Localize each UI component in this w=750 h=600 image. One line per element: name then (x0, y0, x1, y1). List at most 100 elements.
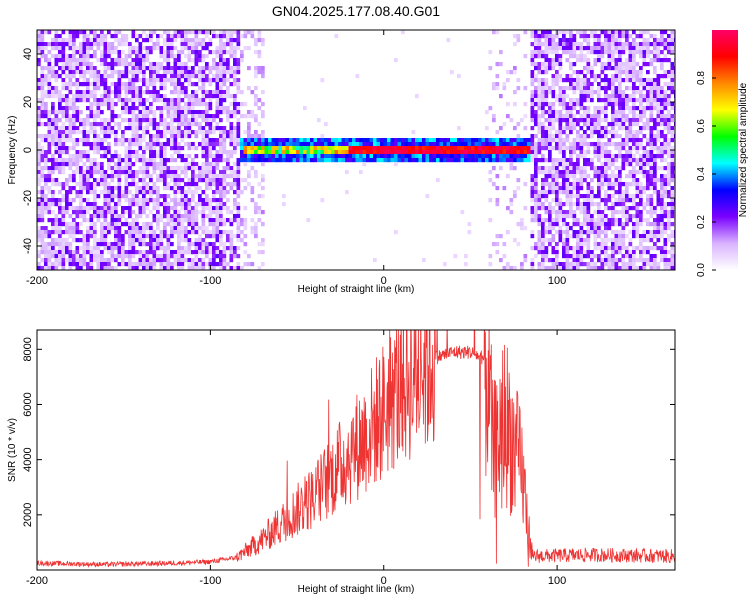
heatmap-cell (541, 146, 545, 151)
heatmap-cell (170, 146, 174, 151)
heatmap-cell (537, 202, 542, 207)
heatmap-cell (646, 122, 650, 127)
heatmap-cell (145, 122, 150, 127)
heatmap-cell (649, 90, 654, 95)
heatmap-cell (58, 34, 62, 39)
heatmap-cell (607, 162, 612, 167)
heatmap-cell (40, 106, 45, 111)
heatmap-cell (607, 198, 612, 203)
heatmap-cell (555, 42, 559, 47)
heatmap-cell (58, 198, 62, 203)
heatmap-cell (502, 122, 507, 127)
heatmap-cell (86, 138, 90, 143)
heatmap-cell (355, 142, 360, 147)
heatmap-cell (212, 262, 216, 267)
heatmap-cell (523, 150, 528, 155)
heatmap-cell (656, 38, 661, 43)
heatmap-cell (642, 202, 647, 207)
heatmap-cell (411, 130, 416, 135)
heatmap-cell (625, 106, 629, 111)
heatmap-cell (68, 118, 73, 123)
heatmap-cell (583, 202, 587, 207)
heatmap-cell (625, 182, 629, 187)
heatmap-cell (555, 262, 559, 267)
heatmap-cell (635, 134, 640, 139)
heatmap-cell (611, 218, 615, 223)
heatmap-cell (121, 250, 125, 255)
heatmap-cell (236, 78, 241, 83)
heatmap-cell (590, 190, 594, 195)
heatmap-cell (86, 166, 90, 171)
heatmap-cell (653, 34, 657, 39)
heatmap-cell (331, 138, 335, 143)
heatmap-cell (156, 126, 160, 131)
heatmap-cell (656, 74, 661, 79)
heatmap-cell (149, 154, 153, 159)
heatmap-cell (621, 230, 626, 235)
heatmap-cell (184, 102, 188, 107)
heatmap-cell (131, 114, 136, 119)
heatmap-cell (131, 242, 136, 247)
heatmap-cell (114, 150, 118, 155)
heatmap-cell (544, 58, 549, 63)
heatmap-cell (114, 62, 118, 67)
heatmap-cell (236, 122, 241, 127)
heatmap-cell (656, 46, 661, 51)
heatmap-cell (576, 130, 580, 135)
heatmap-cell (219, 154, 223, 159)
heatmap-cell (240, 54, 244, 59)
heatmap-cell (173, 70, 178, 75)
heatmap-cell (37, 250, 41, 255)
heatmap-cell (551, 218, 556, 223)
heatmap-cell (163, 166, 167, 171)
heatmap-cell (208, 206, 213, 211)
heatmap-cell (40, 138, 45, 143)
heatmap-cell (618, 166, 622, 171)
heatmap-cell (562, 78, 566, 83)
heatmap-cell (89, 258, 94, 263)
heatmap-cell (621, 98, 626, 103)
heatmap-cell (583, 178, 587, 183)
heatmap-cell (208, 222, 213, 227)
heatmap-cell (51, 202, 55, 207)
heatmap-cell (499, 150, 503, 155)
heatmap-cell (191, 46, 195, 51)
heatmap-cell (495, 138, 500, 143)
heatmap-cell (166, 234, 171, 239)
heatmap-cell (579, 46, 584, 51)
heatmap-cell (555, 74, 559, 79)
heatmap-cell (229, 30, 234, 35)
heatmap-cell (114, 46, 118, 51)
heatmap-cell (187, 118, 192, 123)
heatmap-cell (37, 226, 41, 231)
heatmap-cell (205, 234, 209, 239)
heatmap-cell (558, 186, 563, 191)
heatmap-cell (649, 182, 654, 187)
heatmap-cell (184, 238, 188, 243)
heatmap-cell (103, 182, 108, 187)
heatmap-cell (51, 166, 55, 171)
heatmap-cell (569, 146, 573, 151)
heatmap-cell (541, 154, 545, 159)
heatmap-cell (89, 206, 94, 211)
heatmap-cell (58, 138, 62, 143)
heatmap-cell (184, 154, 188, 159)
heatmap-cell (82, 30, 87, 35)
heatmap-cell (180, 114, 185, 119)
heatmap-cell (376, 158, 381, 163)
heatmap-cell (163, 222, 167, 227)
heatmap-cell (530, 58, 535, 63)
heatmap-cell (110, 154, 115, 159)
heatmap-cell (65, 86, 69, 91)
heatmap-cell (625, 266, 629, 270)
heatmap-cell (89, 74, 94, 79)
heatmap-cell (530, 62, 535, 67)
heatmap-cell (551, 198, 556, 203)
heatmap-cell (544, 134, 549, 139)
heatmap-cell (551, 62, 556, 67)
heatmap-cell (495, 86, 500, 91)
heatmap-cell (47, 94, 52, 99)
heatmap-cell (75, 182, 80, 187)
heatmap-cell (201, 210, 206, 215)
heatmap-cell (40, 94, 45, 99)
